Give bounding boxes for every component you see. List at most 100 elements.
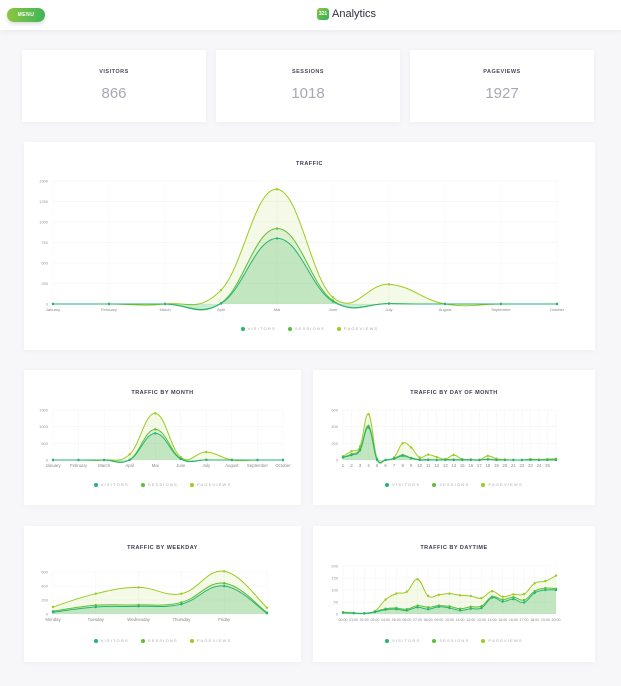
visitors-point[interactable] bbox=[352, 612, 355, 615]
visitors-point[interactable] bbox=[409, 457, 413, 460]
visitors-point[interactable] bbox=[154, 432, 157, 435]
visitors-point[interactable] bbox=[405, 609, 409, 612]
visitors-point[interactable] bbox=[180, 603, 183, 606]
visitors-point[interactable] bbox=[529, 458, 532, 462]
visitors-point[interactable] bbox=[490, 596, 494, 599]
sessions-point[interactable] bbox=[94, 604, 98, 607]
sessions-point[interactable] bbox=[416, 604, 419, 607]
visitors-point[interactable] bbox=[107, 302, 111, 306]
visitors-point[interactable] bbox=[537, 458, 541, 462]
legend-item-sessions[interactable]: SESSIONS bbox=[140, 482, 178, 487]
visitors-point[interactable] bbox=[546, 458, 549, 462]
visitors-point[interactable] bbox=[265, 612, 269, 615]
legend-item-visitors[interactable]: VISITORS bbox=[385, 482, 420, 487]
visitors-point[interactable] bbox=[275, 237, 279, 240]
sessions-point[interactable] bbox=[427, 606, 430, 609]
pageviews-point[interactable] bbox=[205, 450, 208, 454]
sessions-point[interactable] bbox=[367, 424, 370, 428]
visitors-point[interactable] bbox=[256, 458, 259, 462]
visitors-point[interactable] bbox=[469, 607, 472, 610]
pageviews-point[interactable] bbox=[480, 596, 483, 600]
visitors-point[interactable] bbox=[533, 591, 536, 595]
pageviews-point[interactable] bbox=[522, 592, 526, 596]
visitors-point[interactable] bbox=[77, 458, 80, 462]
pageviews-point[interactable] bbox=[512, 593, 515, 596]
pageviews-point[interactable] bbox=[387, 283, 391, 286]
visitors-point[interactable] bbox=[443, 302, 447, 306]
pageviews-point[interactable] bbox=[554, 574, 558, 577]
pageviews-point[interactable] bbox=[405, 590, 409, 593]
visitors-point[interactable] bbox=[363, 612, 366, 615]
visitors-point[interactable] bbox=[461, 458, 464, 462]
sessions-point[interactable] bbox=[533, 590, 536, 593]
visitors-point[interactable] bbox=[341, 456, 345, 459]
visitors-point[interactable] bbox=[522, 601, 526, 604]
pageviews-point[interactable] bbox=[544, 579, 547, 583]
pageviews-point[interactable] bbox=[395, 592, 398, 595]
visitors-point[interactable] bbox=[554, 458, 558, 462]
pageviews-point[interactable] bbox=[384, 598, 387, 601]
visitors-point[interactable] bbox=[230, 458, 234, 462]
menu-button[interactable]: MENU bbox=[7, 8, 45, 22]
legend-item-pageviews[interactable]: PAGEVIEWS bbox=[481, 482, 523, 487]
legend-item-sessions[interactable]: SESSIONS bbox=[287, 326, 325, 331]
legend-item-visitors[interactable]: VISITORS bbox=[93, 482, 129, 487]
visitors-point[interactable] bbox=[452, 458, 455, 462]
legend-item-visitors[interactable]: VISITORS bbox=[93, 638, 129, 643]
pageviews-point[interactable] bbox=[427, 453, 430, 456]
pageviews-point[interactable] bbox=[435, 455, 438, 459]
legend-item-pageviews[interactable]: PAGEVIEWS bbox=[481, 638, 523, 643]
pageviews-point[interactable] bbox=[427, 594, 430, 598]
sessions-point[interactable] bbox=[180, 601, 183, 604]
sessions-point[interactable] bbox=[448, 605, 451, 608]
pageviews-point[interactable] bbox=[533, 582, 536, 585]
legend-item-visitors[interactable]: VISITORS bbox=[240, 326, 276, 331]
sessions-point[interactable] bbox=[480, 604, 483, 608]
visitors-point[interactable] bbox=[373, 610, 377, 614]
visitors-point[interactable] bbox=[495, 458, 498, 462]
visitors-point[interactable] bbox=[418, 458, 421, 462]
visitors-point[interactable] bbox=[367, 426, 370, 429]
visitors-point[interactable] bbox=[395, 608, 398, 611]
visitors-point[interactable] bbox=[205, 458, 208, 462]
sessions-point[interactable] bbox=[154, 428, 157, 431]
sessions-point[interactable] bbox=[458, 607, 462, 610]
visitors-point[interactable] bbox=[331, 300, 335, 303]
pageviews-point[interactable] bbox=[219, 288, 223, 292]
visitors-point[interactable] bbox=[387, 302, 391, 305]
visitors-point[interactable] bbox=[437, 605, 441, 608]
pageviews-point[interactable] bbox=[350, 450, 353, 453]
visitors-point[interactable] bbox=[499, 302, 503, 306]
pageviews-point[interactable] bbox=[418, 456, 421, 459]
visitors-point[interactable] bbox=[554, 588, 558, 592]
visitors-point[interactable] bbox=[427, 608, 430, 611]
sessions-point[interactable] bbox=[512, 596, 515, 599]
pageviews-point[interactable] bbox=[275, 188, 279, 191]
sessions-point[interactable] bbox=[544, 586, 547, 590]
pageviews-point[interactable] bbox=[416, 578, 419, 581]
visitors-point[interactable] bbox=[512, 458, 515, 462]
pageviews-point[interactable] bbox=[180, 592, 183, 595]
pageviews-point[interactable] bbox=[501, 595, 504, 598]
visitors-point[interactable] bbox=[392, 457, 396, 460]
pageviews-point[interactable] bbox=[458, 594, 462, 597]
sessions-point[interactable] bbox=[275, 227, 279, 230]
visitors-point[interactable] bbox=[520, 458, 524, 462]
pageviews-point[interactable] bbox=[401, 442, 404, 445]
visitors-point[interactable] bbox=[128, 458, 131, 462]
pageviews-point[interactable] bbox=[437, 593, 441, 596]
visitors-point[interactable] bbox=[478, 458, 481, 462]
visitors-point[interactable] bbox=[102, 458, 106, 462]
pageviews-point[interactable] bbox=[469, 594, 472, 598]
visitors-point[interactable] bbox=[179, 457, 182, 461]
sessions-point[interactable] bbox=[501, 598, 504, 601]
pageviews-point[interactable] bbox=[331, 296, 335, 299]
visitors-point[interactable] bbox=[512, 597, 515, 601]
pageviews-point[interactable] bbox=[94, 592, 98, 595]
visitors-point[interactable] bbox=[358, 449, 362, 452]
visitors-point[interactable] bbox=[51, 458, 55, 462]
pageviews-point[interactable] bbox=[154, 412, 157, 415]
visitors-point[interactable] bbox=[281, 458, 285, 462]
sessions-point[interactable] bbox=[522, 598, 526, 602]
legend-item-sessions[interactable]: SESSIONS bbox=[432, 638, 469, 643]
